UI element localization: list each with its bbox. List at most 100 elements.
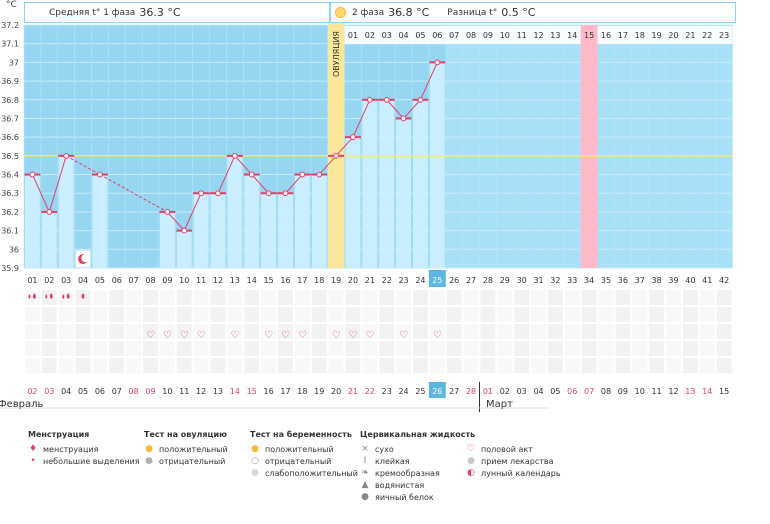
- legend-item: × сухо: [360, 443, 475, 455]
- drop-pair-icon: ♦: [28, 444, 38, 454]
- legend-label: прием лекарства: [481, 456, 554, 466]
- cycle-day-label: 22: [382, 276, 392, 285]
- expected-period-column: [580, 25, 598, 268]
- symptom-cell: [413, 324, 428, 339]
- temperature-point: [29, 171, 36, 178]
- phase2-day-label: 23: [719, 31, 729, 40]
- symptom-cell: [429, 290, 445, 305]
- symptom-cell: [126, 341, 142, 356]
- heart-icon: ♡: [365, 330, 374, 341]
- calendar-date-label: 15: [247, 387, 257, 396]
- symptom-cell: [666, 358, 681, 373]
- calendar-date-label: 26: [432, 387, 442, 396]
- phase1-label: Средняя t° 1 фаза: [49, 7, 136, 18]
- symptom-cell: [41, 324, 57, 339]
- temperature-point: [282, 190, 289, 197]
- symptom-cell: [176, 341, 192, 356]
- phase2-day-label: 05: [415, 31, 425, 40]
- symptom-cell: [547, 290, 563, 305]
- legend-item: ● положительный: [144, 443, 228, 455]
- cycle-day-label: 12: [213, 276, 223, 285]
- legend-label: слабоположительный: [265, 468, 358, 478]
- symptom-cell: [176, 324, 192, 339]
- symptom-cell: [497, 324, 513, 339]
- legend-item: ♦ менструация: [28, 443, 140, 455]
- calendar-date-label: 23: [382, 387, 392, 396]
- legend-item: ● отрицательный: [144, 455, 228, 467]
- cycle-day-label: 03: [61, 276, 71, 285]
- temperature-segment: [217, 155, 236, 194]
- phase1-summary: Средняя t° 1 фаза 36.3 °C: [24, 2, 330, 23]
- symptom-cell: [429, 307, 445, 322]
- symptom-cell: [547, 341, 563, 356]
- symptom-cell: [699, 341, 715, 356]
- cycle-day-label: 30: [517, 276, 527, 285]
- symptom-cell: [311, 341, 327, 356]
- diff-value: 0.5 °C: [501, 6, 536, 19]
- symptom-cell: [531, 358, 546, 373]
- sun-icon: [335, 7, 346, 18]
- temperature-segment: [65, 155, 101, 175]
- symptom-cell: [699, 324, 715, 339]
- symptom-cell: [193, 324, 209, 339]
- phase2-day-label: 14: [567, 31, 577, 40]
- symptom-cell: [632, 290, 648, 305]
- y-tick-label: 36.9: [1, 77, 19, 86]
- legend-title: Цервикальная жидкость: [360, 430, 476, 439]
- symptom-cell: [244, 341, 260, 356]
- temperature-point: [434, 59, 441, 66]
- cycle-day-label: 34: [584, 276, 594, 285]
- cycle-day-label: 28: [483, 276, 493, 285]
- phase2-day-label: 19: [652, 31, 662, 40]
- symptom-cell: [531, 324, 546, 339]
- calendar-date-label: 17: [280, 387, 290, 396]
- moon-icon: ◐: [467, 468, 475, 478]
- temperature-point: [366, 96, 373, 103]
- test-positive-icon: ●: [251, 444, 259, 454]
- temp-bar: [311, 174, 327, 268]
- symptom-cell: [328, 307, 344, 322]
- temperature-segment: [285, 174, 303, 194]
- cycle-day-label: 20: [348, 276, 358, 285]
- symptom-cell: [244, 358, 260, 373]
- symptom-cell: [109, 358, 125, 373]
- temp-bar: [92, 174, 108, 268]
- cycle-day-label: 02: [44, 276, 54, 285]
- phase2-day-label: 09: [483, 31, 493, 40]
- heart-icon: ♡: [197, 330, 206, 341]
- temp-bar: [362, 99, 378, 269]
- symptom-cell: [126, 307, 142, 322]
- temp-bar: [345, 137, 361, 268]
- symptom-cell: [396, 290, 412, 305]
- legend-label: лунный календарь: [481, 468, 561, 478]
- symptom-cell: [159, 290, 175, 305]
- calendar-date-label: 18: [297, 387, 307, 396]
- symptom-cell: [109, 341, 125, 356]
- cycle-day-label: 26: [449, 276, 459, 285]
- symptom-cell: [345, 341, 361, 356]
- symptom-cell: [278, 290, 293, 305]
- symptom-cell: [25, 341, 40, 356]
- y-tick-label: 36: [9, 245, 19, 254]
- y-tick-label: 37.1: [1, 40, 19, 49]
- legend-label: небольшие выделения: [43, 456, 140, 466]
- calendar-date-label: 03: [44, 387, 54, 396]
- symptom-cell: [143, 307, 158, 322]
- symptom-cell: [497, 341, 513, 356]
- symptom-cell: [514, 341, 530, 356]
- symptom-cell: [294, 307, 310, 322]
- symptom-cell: [598, 358, 614, 373]
- temp-bar: [396, 118, 412, 268]
- symptom-cell: [92, 358, 108, 373]
- symptom-cell: [598, 307, 614, 322]
- calendar-date-label: 14: [230, 387, 240, 396]
- phase2-day-label: 13: [550, 31, 560, 40]
- calendar-date-label: 05: [550, 387, 560, 396]
- symptom-cell: [294, 358, 310, 373]
- temperature-point: [350, 134, 356, 141]
- temperature-point: [46, 209, 53, 215]
- egg-white-icon: ●: [361, 492, 369, 502]
- calendar-date-label: 01: [483, 387, 493, 396]
- cycle-day-label: 36: [618, 276, 628, 285]
